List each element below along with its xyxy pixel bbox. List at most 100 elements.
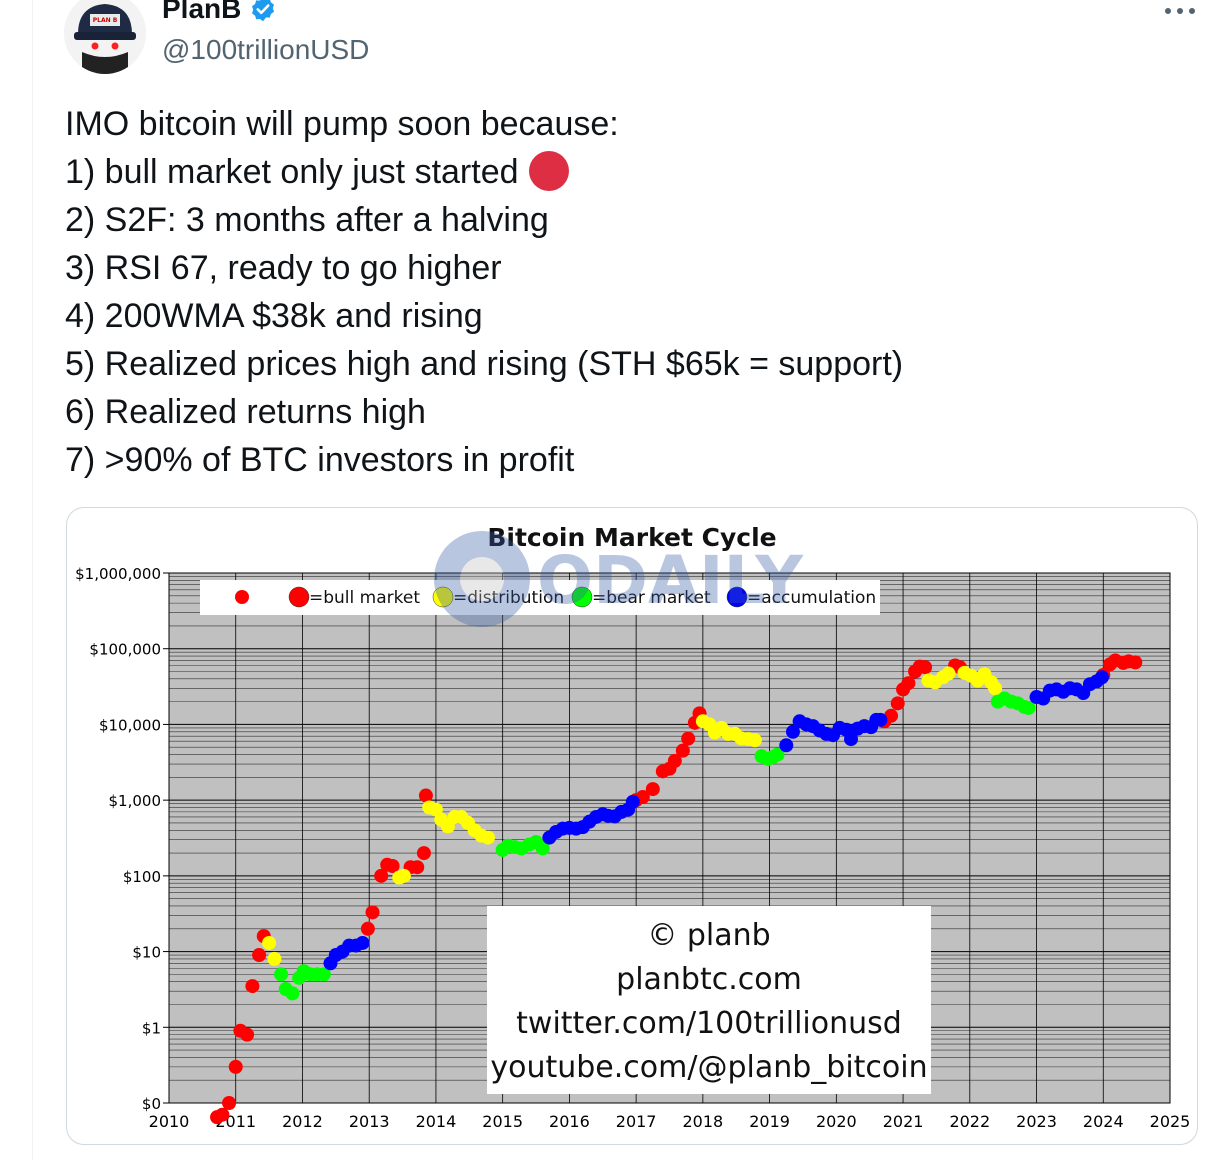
bear-point <box>535 841 550 856</box>
accumulation-point <box>785 724 800 739</box>
bull-point <box>360 921 375 936</box>
legend-bear-icon <box>571 586 593 608</box>
chart-title: Bitcoin Market Cycle <box>487 523 776 552</box>
accumulation-point <box>625 794 640 809</box>
legend-accumulation-label: =accumulation <box>747 588 876 608</box>
x-tick-label: 2014 <box>416 1112 457 1131</box>
display-name[interactable]: PlanB <box>162 0 242 24</box>
watermark-logo-hole <box>460 557 504 601</box>
bull-point <box>645 782 660 797</box>
distribution-point <box>747 733 762 748</box>
legend-distribution-icon <box>432 586 454 608</box>
display-name-wrap[interactable]: PlanB <box>162 0 277 28</box>
credits-line: twitter.com/100trillionusd <box>516 1006 902 1041</box>
bull-point <box>418 788 433 803</box>
odaily-watermark: ODAILY <box>434 531 804 627</box>
bull-point <box>918 660 933 675</box>
bull-point <box>1128 655 1143 670</box>
bull-point <box>681 731 696 746</box>
legend-bull-icon <box>288 586 310 608</box>
x-tick-label: 2020 <box>816 1112 857 1131</box>
y-tick-label: $1,000,000 <box>75 565 161 583</box>
bull-point <box>240 1027 255 1042</box>
bull-point <box>365 905 380 920</box>
watermark-text: ODAILY <box>537 542 804 619</box>
legend-bull-dot <box>235 590 249 604</box>
series-bear <box>274 691 1036 1001</box>
bull-point <box>228 1059 243 1074</box>
author-block: PlanB <box>162 0 277 28</box>
y-tick-label: $1,000 <box>109 792 162 810</box>
avatar-image: PLAN B <box>64 0 146 74</box>
y-tick-label: $10 <box>132 944 161 962</box>
y-tick-label: $0 <box>142 1095 161 1113</box>
tweet-line: IMO bitcoin will pump soon because: <box>65 105 619 143</box>
bull-point <box>252 948 267 963</box>
bull-point <box>410 860 425 875</box>
x-tick-label: 2013 <box>349 1112 390 1131</box>
credits-line: planbtc.com <box>616 962 802 997</box>
x-tick-label: 2022 <box>949 1112 990 1131</box>
legend-distribution-label: =distribution <box>453 588 564 608</box>
y-tick-label: $1 <box>142 1019 161 1037</box>
bull-point <box>667 753 682 768</box>
y-tick-label: $10,000 <box>99 716 161 734</box>
series-accumulation <box>323 670 1109 971</box>
bull-point <box>245 979 260 994</box>
watermark-logo-icon <box>434 531 530 627</box>
y-tick-label: $100,000 <box>89 641 161 659</box>
tweet-line: 3) RSI 67, ready to go higher <box>65 249 502 287</box>
bear-point <box>274 967 289 982</box>
accumulation-point <box>355 935 370 950</box>
distribution-point <box>396 868 411 883</box>
tweet-line: 1) bull market only just started <box>65 148 903 196</box>
bull-point <box>222 1096 237 1110</box>
x-tick-label: 2023 <box>1016 1112 1057 1131</box>
x-tick-label: 2016 <box>549 1112 590 1131</box>
bull-point <box>890 696 905 711</box>
handle[interactable]: @100trillionUSD <box>162 34 370 65</box>
tweet-line: 2) S2F: 3 months after a halving <box>65 201 549 239</box>
plot-frame <box>168 572 1171 1104</box>
x-tick-label: 2015 <box>482 1112 523 1131</box>
y-tick-label: $100 <box>123 868 161 886</box>
x-tick-label: 2010 <box>149 1112 190 1131</box>
avatar[interactable]: PLAN B <box>64 0 146 74</box>
tweet-text: IMO bitcoin will pump soon because: 1) b… <box>65 100 903 484</box>
bear-point <box>285 986 300 1001</box>
bull-point <box>416 846 431 861</box>
svg-text:PLAN B: PLAN B <box>93 17 118 24</box>
credits-line: youtube.com/@planb_bitcoin <box>490 1050 927 1085</box>
x-tick-label: 2021 <box>883 1112 924 1131</box>
more-options-icon[interactable] <box>1160 0 1200 30</box>
bitcoin-cycle-chart: $0 $1 $10 $100 $1,000 $10,000 $100,000 $1,000,0… <box>75 523 1190 1131</box>
accumulation-point <box>779 738 794 753</box>
legend-bear-label: =bear market <box>592 588 711 608</box>
accumulation-point <box>844 732 859 747</box>
credits-line: © planb <box>647 918 770 953</box>
timeline-divider <box>32 0 33 1160</box>
tweet-line: 7) >90% of BTC investors in profit <box>65 441 575 479</box>
legend-accumulation-icon <box>726 586 748 608</box>
x-tick-label: 2019 <box>749 1112 790 1131</box>
x-tick-label: 2024 <box>1083 1112 1124 1131</box>
verified-badge-icon[interactable] <box>249 0 277 23</box>
accumulation-point <box>873 712 888 727</box>
series-distribution <box>262 665 1003 966</box>
bear-point <box>316 967 331 982</box>
bear-point <box>770 747 785 762</box>
tweet-media-image[interactable]: $0 $1 $10 $100 $1,000 $10,000 $100,000 $1,000,0… <box>66 507 1198 1145</box>
distribution-point <box>941 666 956 681</box>
bull-point <box>675 743 690 758</box>
distribution-point <box>480 830 495 845</box>
legend-box <box>200 580 880 615</box>
legend-bull-label: =bull market <box>309 588 420 608</box>
accumulation-point <box>1094 670 1109 685</box>
tweet-line: 6) Realized returns high <box>65 393 426 431</box>
tweet-line: 4) 200WMA $38k and rising <box>65 297 483 335</box>
tweet-line: 5) Realized prices high and rising (STH … <box>65 345 904 383</box>
x-tick-label: 2012 <box>282 1112 323 1131</box>
bull-point <box>385 858 400 873</box>
bull-point <box>884 708 899 723</box>
bull-point <box>374 868 389 883</box>
